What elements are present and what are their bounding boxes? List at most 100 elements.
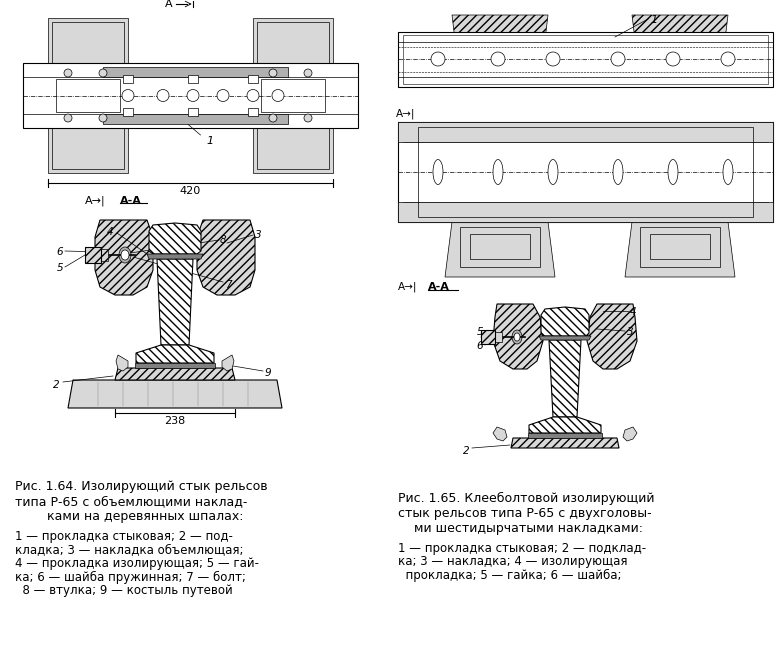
Bar: [640, 227, 720, 267]
Bar: [188, 75, 198, 83]
Bar: [418, 127, 753, 217]
Ellipse shape: [119, 247, 131, 263]
Polygon shape: [511, 438, 619, 448]
Text: 8 — втулка; 9 — костыль путевой: 8 — втулка; 9 — костыль путевой: [15, 584, 233, 597]
Polygon shape: [115, 368, 235, 380]
Bar: [135, 363, 215, 368]
Text: 8: 8: [220, 235, 226, 245]
Text: 4: 4: [107, 227, 113, 237]
Text: 1: 1: [650, 15, 657, 25]
Bar: [403, 35, 768, 84]
Bar: [460, 227, 540, 267]
Text: А→|: А→|: [398, 282, 418, 292]
Bar: [23, 63, 358, 128]
Polygon shape: [197, 220, 255, 295]
Text: А-А: А-А: [428, 282, 450, 292]
Circle shape: [217, 89, 229, 101]
Ellipse shape: [668, 159, 678, 185]
Bar: [103, 67, 288, 77]
Polygon shape: [147, 254, 203, 259]
Bar: [123, 75, 133, 83]
Text: 2: 2: [54, 380, 60, 390]
Bar: [48, 18, 128, 173]
Circle shape: [99, 114, 107, 122]
Circle shape: [304, 114, 312, 122]
Text: А: А: [165, 0, 172, 9]
Circle shape: [269, 69, 277, 77]
Text: ка; 6 — шайба пружинная; 7 — болт;: ка; 6 — шайба пружинная; 7 — болт;: [15, 571, 246, 583]
Bar: [398, 122, 773, 142]
Polygon shape: [549, 340, 581, 417]
Text: 420: 420: [180, 186, 202, 196]
Circle shape: [99, 69, 107, 77]
Circle shape: [666, 52, 680, 66]
Polygon shape: [157, 259, 193, 345]
Polygon shape: [632, 15, 728, 40]
Ellipse shape: [723, 159, 733, 185]
Bar: [650, 234, 710, 259]
Circle shape: [304, 69, 312, 77]
Polygon shape: [623, 427, 637, 441]
Polygon shape: [222, 355, 234, 371]
Ellipse shape: [514, 333, 520, 341]
Circle shape: [64, 69, 72, 77]
Polygon shape: [529, 417, 601, 433]
Text: 5: 5: [56, 263, 63, 273]
Circle shape: [247, 89, 259, 101]
Bar: [52, 22, 124, 169]
Circle shape: [491, 52, 505, 66]
Ellipse shape: [512, 330, 522, 344]
Text: прокладка; 5 — гайка; 6 — шайба;: прокладка; 5 — гайка; 6 — шайба;: [398, 569, 622, 582]
Circle shape: [272, 89, 284, 101]
Bar: [188, 108, 198, 116]
Circle shape: [269, 114, 277, 122]
Text: 6: 6: [56, 247, 63, 257]
Polygon shape: [625, 222, 735, 277]
Polygon shape: [68, 380, 282, 408]
Text: 1 — прокладка стыковая; 2 — подклад-: 1 — прокладка стыковая; 2 — подклад-: [398, 542, 646, 555]
Ellipse shape: [613, 159, 623, 185]
Text: 9: 9: [265, 368, 272, 378]
Circle shape: [611, 52, 625, 66]
Polygon shape: [493, 427, 507, 441]
Text: Рис. 1.64. Изолирующий стык рельсов
типа Р-65 с объемлющими наклад-
        ками: Рис. 1.64. Изолирующий стык рельсов типа…: [15, 480, 268, 523]
Circle shape: [122, 89, 134, 101]
Polygon shape: [539, 336, 591, 340]
Polygon shape: [149, 223, 201, 254]
Bar: [398, 32, 773, 87]
Bar: [103, 114, 288, 124]
Ellipse shape: [548, 159, 558, 185]
Polygon shape: [136, 345, 214, 363]
Text: 6: 6: [476, 341, 483, 351]
Text: 5: 5: [476, 327, 483, 337]
Bar: [248, 108, 258, 116]
Circle shape: [431, 52, 445, 66]
Bar: [495, 332, 502, 342]
Text: А→|: А→|: [85, 196, 105, 206]
Circle shape: [546, 52, 560, 66]
Polygon shape: [445, 222, 555, 277]
Bar: [123, 108, 133, 116]
Bar: [528, 433, 602, 438]
Text: ка; 3 — накладка; 4 — изолирующая: ка; 3 — накладка; 4 — изолирующая: [398, 556, 628, 569]
Text: 3: 3: [255, 230, 261, 240]
Bar: [85, 247, 101, 263]
Text: 3: 3: [627, 327, 633, 337]
Polygon shape: [493, 304, 543, 369]
Text: Рис. 1.65. Клееболтовой изолирующий
стык рельсов типа Р-65 с двухголовы-
    ми : Рис. 1.65. Клееболтовой изолирующий стык…: [398, 492, 654, 535]
Polygon shape: [95, 220, 153, 295]
Text: кладка; 3 — накладка объемлющая;: кладка; 3 — накладка объемлющая;: [15, 544, 244, 556]
Bar: [248, 75, 258, 83]
Polygon shape: [116, 355, 128, 371]
Bar: [481, 330, 495, 344]
Polygon shape: [452, 15, 548, 40]
Circle shape: [721, 52, 735, 66]
Ellipse shape: [433, 159, 443, 185]
Circle shape: [157, 89, 169, 101]
Bar: [100, 249, 108, 261]
Ellipse shape: [493, 159, 503, 185]
Polygon shape: [587, 304, 637, 369]
Bar: [253, 18, 333, 173]
Polygon shape: [541, 307, 589, 336]
Text: 7: 7: [225, 280, 232, 290]
